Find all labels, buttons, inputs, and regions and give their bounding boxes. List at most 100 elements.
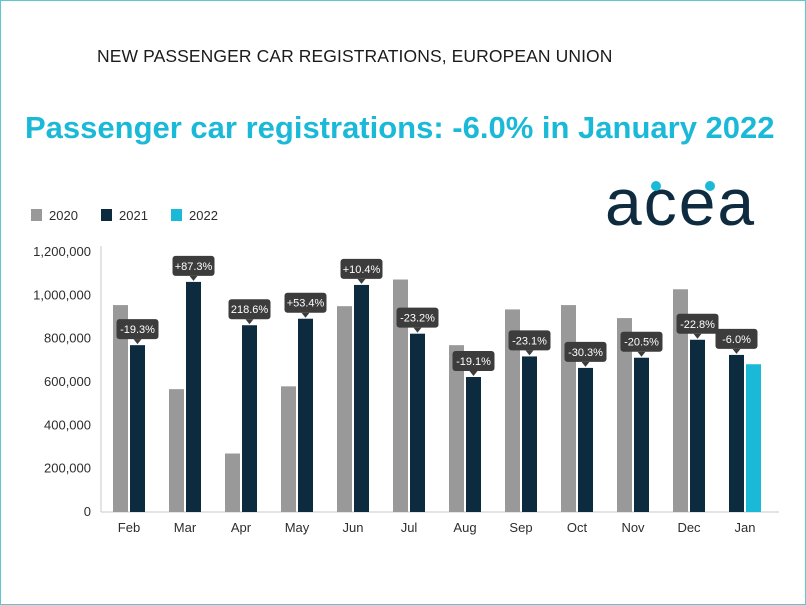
bar-2020-Oct <box>561 305 576 512</box>
data-label: -23.2% <box>396 307 439 333</box>
data-label-pointer <box>413 327 422 333</box>
x-tick-label: Sep <box>509 520 532 535</box>
data-label-box <box>676 313 719 334</box>
data-label-pointer <box>133 339 142 345</box>
data-label: 218.6% <box>228 299 271 325</box>
data-label: -23.1% <box>508 330 551 356</box>
legend-label: 2020 <box>49 208 78 223</box>
x-tick-label: Dec <box>677 520 701 535</box>
header-title: NEW PASSENGER CAR REGISTRATIONS, EUROPEA… <box>97 46 613 66</box>
x-tick-label: Feb <box>118 520 140 535</box>
legend-label: 2022 <box>189 208 218 223</box>
data-label: -30.3% <box>564 341 607 367</box>
bar-2020-Aug <box>449 345 464 512</box>
data-label-box <box>116 319 159 340</box>
data-label: -19.1% <box>452 351 495 377</box>
page-title: Passenger car registrations: -6.0% in Ja… <box>25 110 775 145</box>
x-tick-label: Jul <box>401 520 418 535</box>
data-label-box <box>340 258 383 279</box>
data-label-text: -23.2% <box>400 313 435 325</box>
bar-2020-Sep <box>505 309 520 512</box>
y-tick-label: 400,000 <box>44 417 91 432</box>
data-label: +87.3% <box>172 255 215 281</box>
data-label: +53.4% <box>284 292 327 318</box>
y-tick-label: 1,200,000 <box>33 244 91 259</box>
bar-2022-Jan <box>746 364 761 512</box>
x-tick-label: Jun <box>343 520 364 535</box>
data-label-text: -23.1% <box>512 335 547 347</box>
data-label-box <box>564 341 607 362</box>
data-label-box <box>452 351 495 372</box>
data-label-pointer <box>357 278 366 284</box>
legend-label: 2021 <box>119 208 148 223</box>
data-label-box <box>715 328 758 349</box>
data-label-text: -30.3% <box>568 347 603 359</box>
data-label-pointer <box>637 351 646 357</box>
legend-swatch <box>31 209 42 221</box>
x-tick-label: Oct <box>567 520 588 535</box>
bar-2020-Jul <box>393 279 408 512</box>
data-label-text: -19.1% <box>456 356 491 368</box>
x-tick-label: May <box>285 520 310 535</box>
data-label-pointer <box>245 319 254 325</box>
data-label-box <box>284 292 327 313</box>
bar-2020-May <box>281 386 296 512</box>
data-label-text: 218.6% <box>231 304 269 316</box>
bar-2021-Jan <box>729 354 744 512</box>
data-label: -20.5% <box>620 331 663 357</box>
bar-2021-Sep <box>522 356 537 512</box>
bar-2021-Aug <box>466 377 481 512</box>
bar-2021-Mar <box>186 281 201 512</box>
data-label: -19.3% <box>116 319 159 345</box>
data-label: -22.8% <box>676 313 719 339</box>
y-tick-label: 1,000,000 <box>33 287 91 302</box>
data-label-pointer <box>469 371 478 377</box>
data-label-pointer <box>525 350 534 356</box>
bar-2020-Nov <box>617 318 632 512</box>
bar-2021-Jul <box>410 333 425 512</box>
bar-2020-Feb <box>113 305 128 512</box>
bar-2020-Jun <box>337 306 352 512</box>
x-tick-label: Aug <box>453 520 476 535</box>
y-tick-label: 600,000 <box>44 374 91 389</box>
data-label-pointer <box>189 275 198 281</box>
y-tick-label: 200,000 <box>44 461 91 476</box>
acea-logo: acea <box>605 169 754 239</box>
bar-2021-Jun <box>354 284 369 512</box>
data-label-pointer <box>693 333 702 339</box>
data-label-text: +10.4% <box>343 264 381 276</box>
x-tick-label: Jan <box>735 520 756 535</box>
data-label-pointer <box>301 312 310 318</box>
legend-swatch <box>171 209 182 221</box>
data-label: +10.4% <box>340 258 383 284</box>
bar-2020-Dec <box>673 289 688 512</box>
y-tick-label: 0 <box>84 504 91 519</box>
legend-swatch <box>101 209 112 221</box>
data-label-text: -6.0% <box>722 334 751 346</box>
y-tick-label: 800,000 <box>44 331 91 346</box>
bar-2021-Apr <box>242 325 257 512</box>
bar-2020-Mar <box>169 389 184 512</box>
data-label-box <box>228 299 271 320</box>
data-label-text: +53.4% <box>287 298 325 310</box>
logo-dot <box>705 181 715 191</box>
data-label-text: -22.8% <box>680 319 715 331</box>
bar-2021-May <box>298 318 313 512</box>
data-label-box <box>172 255 215 276</box>
bar-2020-Apr <box>225 453 240 512</box>
data-label-text: -20.5% <box>624 337 659 349</box>
x-tick-label: Mar <box>174 520 197 535</box>
bar-2021-Feb <box>130 345 145 512</box>
data-label-text: +87.3% <box>175 261 213 273</box>
bar-2021-Nov <box>634 357 649 512</box>
data-label-box <box>508 330 551 351</box>
data-label: -6.0% <box>715 328 758 354</box>
data-label-box <box>396 307 439 328</box>
x-tick-label: Apr <box>231 520 252 535</box>
bar-2021-Dec <box>690 339 705 512</box>
data-label-pointer <box>732 348 741 354</box>
data-label-text: -19.3% <box>120 324 155 336</box>
logo-dot <box>651 181 661 191</box>
